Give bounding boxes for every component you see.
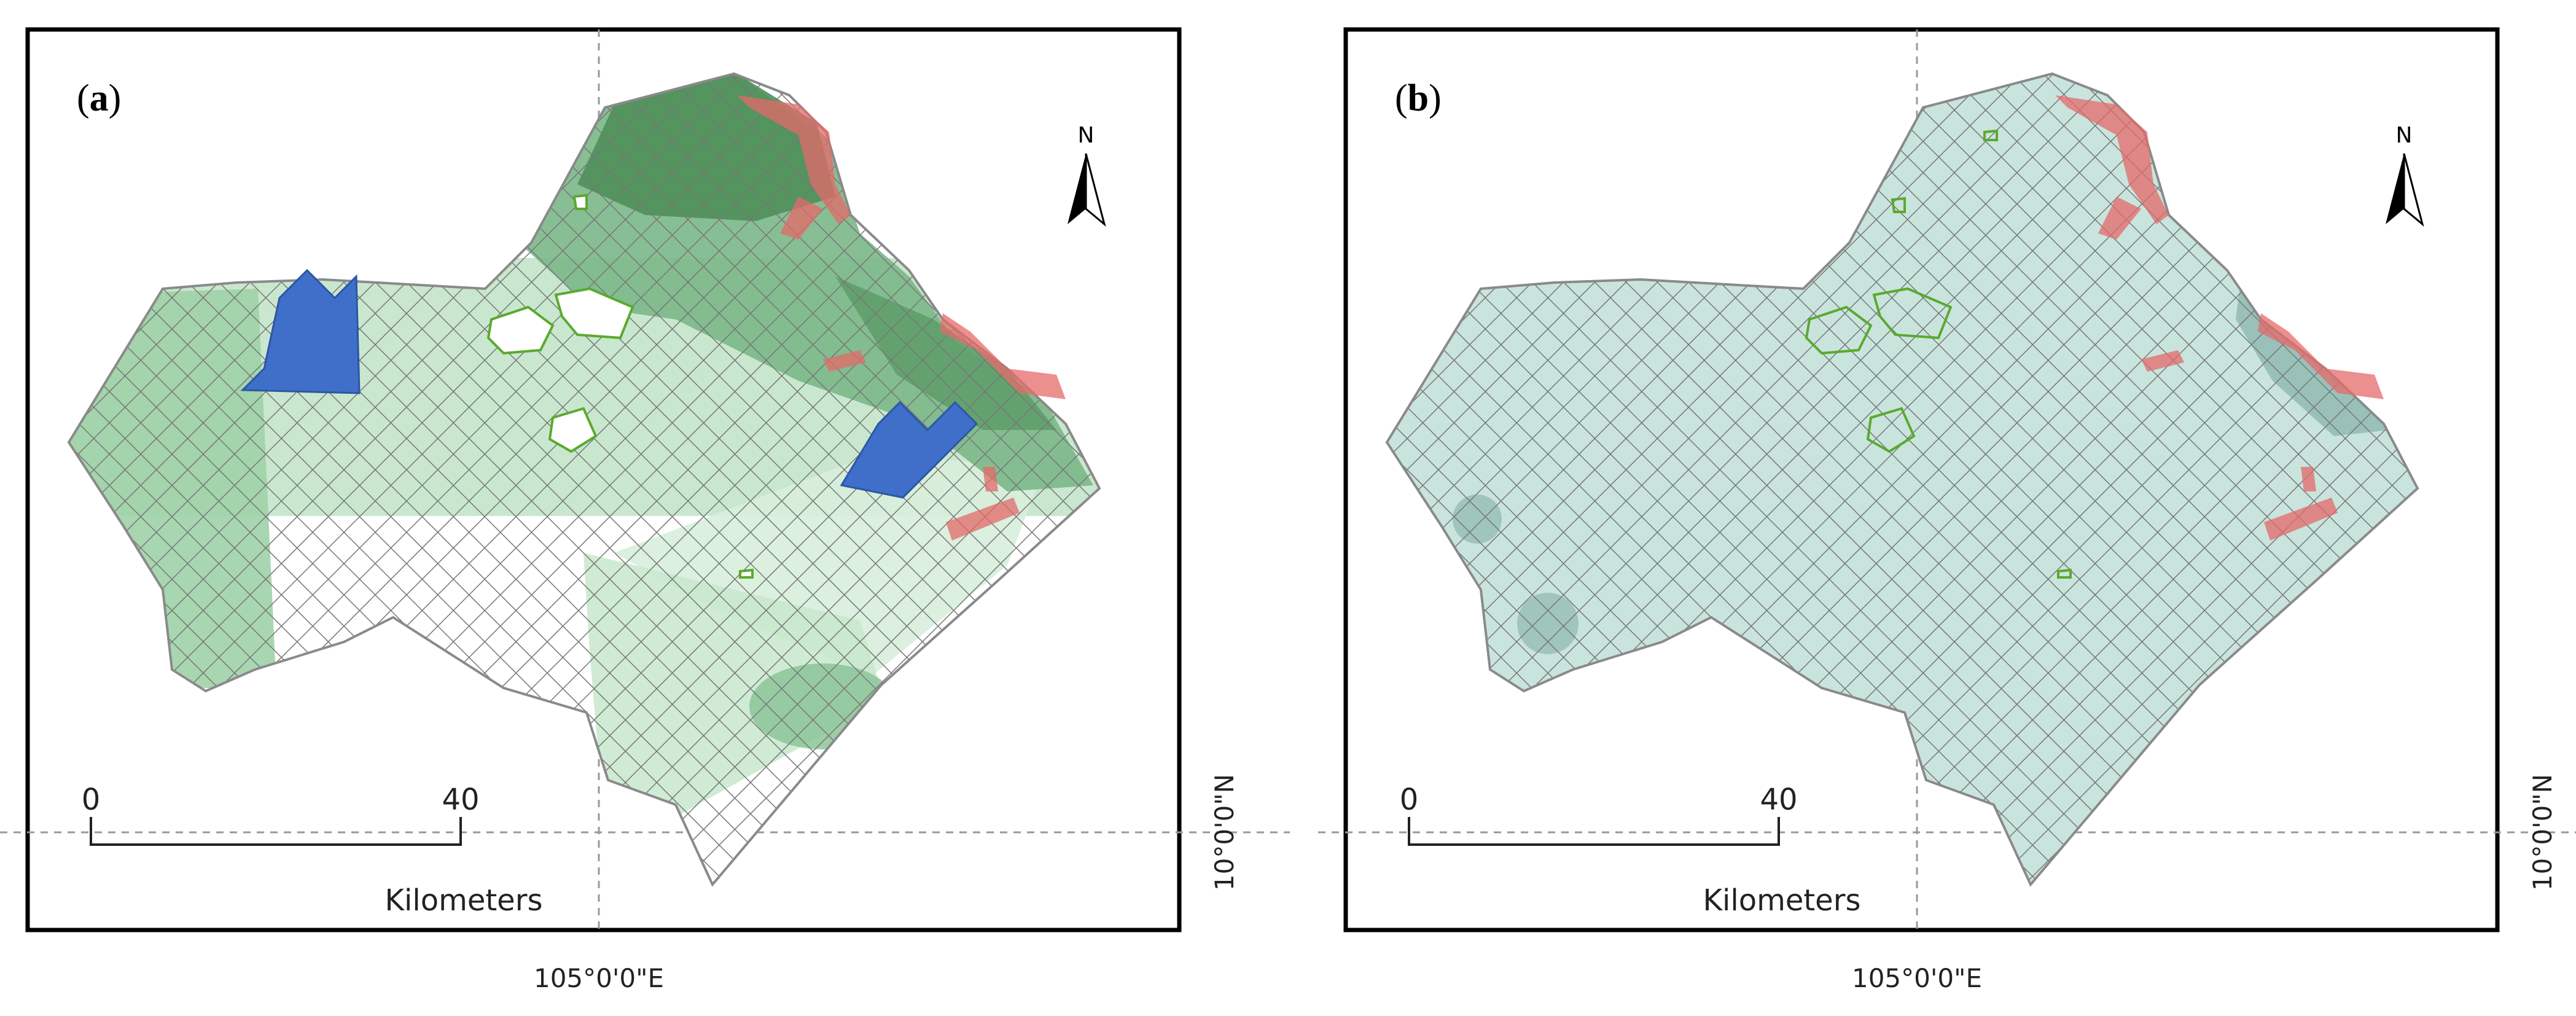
panel-b-label: (b) bbox=[1395, 77, 1442, 119]
panel-b-urban-patches bbox=[1805, 129, 2072, 579]
svg-text:0: 0 bbox=[82, 783, 101, 817]
panel-b-longitude-label: 105°0'0"E bbox=[1852, 963, 1982, 993]
svg-text:40: 40 bbox=[442, 783, 479, 817]
panel-b: N (b) 0 40 Kilometers 105°0'0"E 10°0'0"N bbox=[1318, 27, 2576, 993]
north-arrow-icon: N bbox=[1067, 123, 1106, 227]
svg-text:40: 40 bbox=[1760, 783, 1797, 817]
svg-text:N: N bbox=[1078, 123, 1095, 148]
panel-b-scale-bar: 0 40 Kilometers bbox=[1400, 783, 1861, 918]
panel-a-latitude-label: 10°0'0"N bbox=[1209, 774, 1239, 891]
panel-a-red-zones bbox=[737, 95, 1066, 541]
panel-b-latitude-label: 10°0'0"N bbox=[2527, 774, 2558, 891]
panel-a-scale-bar: 0 40 Kilometers bbox=[82, 783, 543, 918]
north-arrow-icon: N bbox=[2386, 123, 2424, 227]
arrow-blue-icon bbox=[240, 268, 361, 394]
svg-text:Kilometers: Kilometers bbox=[385, 883, 543, 918]
panel-a-label: (a) bbox=[77, 77, 121, 119]
panel-a: N (a) 0 40 Kilometers 105°0'0"E 10°0'0"N bbox=[0, 27, 1290, 993]
svg-text:0: 0 bbox=[1400, 783, 1419, 817]
panel-b-red-zones bbox=[2055, 95, 2384, 541]
arrow-blue-icon bbox=[840, 401, 978, 499]
panel-a-longitude-label: 105°0'0"E bbox=[534, 963, 664, 993]
svg-text:N: N bbox=[2396, 123, 2413, 148]
svg-text:Kilometers: Kilometers bbox=[1703, 883, 1861, 918]
panel-a-urban-patches bbox=[486, 193, 754, 579]
